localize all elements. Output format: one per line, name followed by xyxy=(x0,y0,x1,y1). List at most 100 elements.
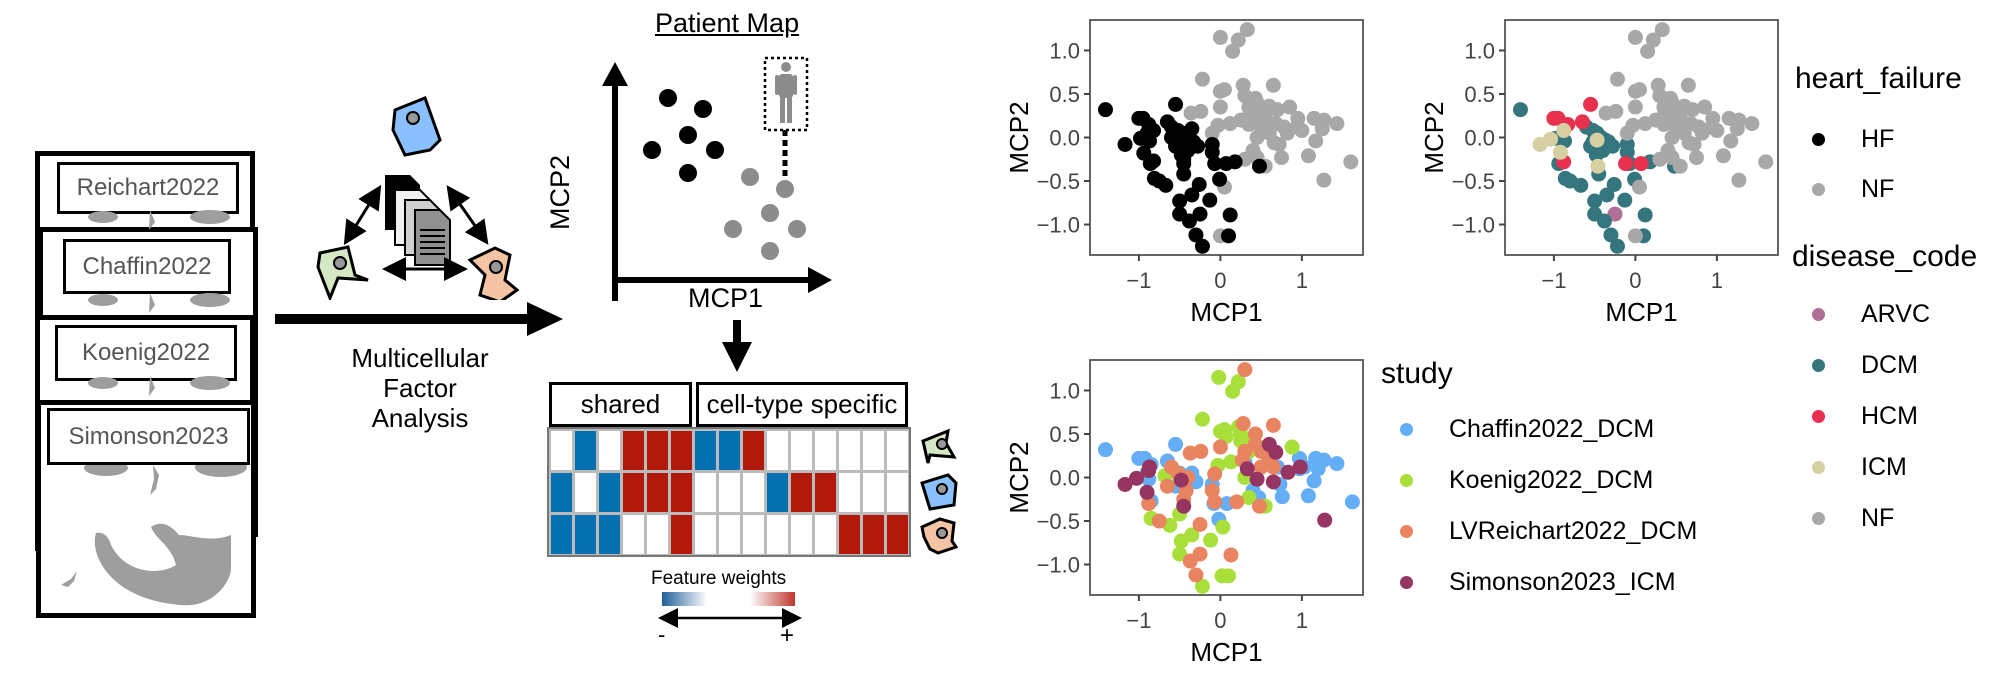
y-tick-label: 0.5 xyxy=(1464,82,1495,107)
heatmap-cell xyxy=(574,472,596,512)
data-point xyxy=(1588,147,1604,163)
y-tick-label: 1.0 xyxy=(1049,378,1080,403)
x-tick-label: 1 xyxy=(1296,268,1308,293)
feature-weights-colorbar xyxy=(658,592,802,628)
heatmap-cell xyxy=(886,514,908,554)
mofa-label-line: Factor xyxy=(383,373,457,403)
y-tick-label: −0.5 xyxy=(1037,509,1080,534)
data-point xyxy=(1292,459,1308,475)
data-point xyxy=(1204,483,1220,499)
data-point xyxy=(1282,99,1298,115)
data-point xyxy=(1253,459,1269,475)
data-point xyxy=(1173,472,1189,488)
data-point xyxy=(1146,153,1162,169)
legend-item: ICM xyxy=(1812,452,1907,482)
data-point xyxy=(1139,484,1155,500)
legend-item: Simonson2023_ICM xyxy=(1400,567,1676,597)
legend-dot-icon xyxy=(1400,524,1413,538)
data-point xyxy=(1141,496,1157,512)
y-tick-label: 0.5 xyxy=(1049,422,1080,447)
data-point xyxy=(1247,426,1263,442)
data-point xyxy=(1207,156,1223,172)
data-point xyxy=(1239,22,1255,38)
heatmap-cell xyxy=(742,472,764,512)
y-tick-label: 0.0 xyxy=(1049,466,1080,491)
data-point xyxy=(1117,136,1133,152)
heatmap-cell xyxy=(598,514,620,554)
positive-gradient xyxy=(750,592,795,606)
data-point xyxy=(1274,150,1290,166)
data-point xyxy=(1265,77,1281,93)
series-hf xyxy=(1097,96,1268,254)
heatmap-cell xyxy=(598,430,620,470)
blue-cell-icon xyxy=(920,473,958,511)
data-point xyxy=(1141,133,1157,149)
data-point xyxy=(1193,103,1209,119)
data-point xyxy=(1216,82,1232,98)
data-point xyxy=(1194,578,1210,594)
data-point xyxy=(1235,416,1251,432)
down-arrow xyxy=(722,320,752,372)
data-point xyxy=(1211,369,1227,385)
data-point xyxy=(1697,99,1713,115)
heatmap-cell xyxy=(646,472,668,512)
data-point xyxy=(1294,123,1310,139)
data-point xyxy=(1344,494,1360,510)
heatmap-cell xyxy=(766,472,788,512)
orange-cell-icon xyxy=(920,517,958,555)
series-icm xyxy=(1532,123,1606,174)
legend-dot-icon xyxy=(1400,422,1413,436)
scatter-heart-failure: −1 0 1 1.0 0.5 0.0 −0.5 −1.0 MCP1 MCP2 xyxy=(1004,19,1364,327)
heatmap-cell xyxy=(670,514,692,554)
data-point xyxy=(1317,512,1333,528)
legend-title: study xyxy=(1381,357,1453,390)
data-point xyxy=(1151,513,1167,529)
data-point xyxy=(1316,172,1332,188)
data-point xyxy=(1188,567,1204,583)
patient-map-ylabel: MCP2 xyxy=(545,154,575,230)
legend-item: Koenig2022_DCM xyxy=(1400,465,1653,495)
data-point xyxy=(1184,121,1200,137)
data-point xyxy=(1596,213,1612,229)
heatmap-cell xyxy=(766,430,788,470)
documents-icon xyxy=(385,175,451,266)
data-point xyxy=(1223,454,1239,470)
heatmap-cell xyxy=(718,472,740,512)
cell-type-specific-header-box: cell-type specific xyxy=(696,382,908,427)
legend-item: DCM xyxy=(1812,350,1918,380)
data-point xyxy=(1221,228,1237,244)
data-point xyxy=(1574,114,1590,130)
legend-item: NF xyxy=(1812,503,1894,533)
data-point xyxy=(1512,102,1528,118)
legend-item: HCM xyxy=(1812,401,1918,431)
data-point xyxy=(1225,383,1241,399)
x-tick-label: −1 xyxy=(1541,268,1566,293)
data-point xyxy=(1329,456,1345,472)
data-point xyxy=(1645,32,1661,48)
data-point xyxy=(1543,131,1559,147)
data-point xyxy=(1694,125,1710,141)
mofa-label: Multicellular Factor Analysis xyxy=(320,343,520,433)
series-simonson2023_icm xyxy=(1117,436,1333,528)
data-point xyxy=(1176,166,1192,182)
y-axis-title: MCP2 xyxy=(1004,441,1034,513)
data-point xyxy=(1192,206,1208,222)
data-point xyxy=(1314,121,1330,137)
heatmap-cell xyxy=(790,472,812,512)
data-point xyxy=(1664,95,1680,111)
data-point xyxy=(1227,154,1243,170)
data-point xyxy=(1117,476,1133,492)
legend-item: HF xyxy=(1812,124,1894,154)
y-tick-label: 0.0 xyxy=(1049,126,1080,151)
heatmap-cell xyxy=(838,514,860,554)
data-point xyxy=(1605,138,1621,154)
data-point xyxy=(1618,156,1634,172)
heatmap-cell xyxy=(694,430,716,470)
data-point xyxy=(1222,207,1238,223)
heatmap-cell xyxy=(622,430,644,470)
main-flow-arrow xyxy=(275,302,563,336)
y-tick-label: −1.0 xyxy=(1452,213,1495,238)
y-tick-label: 0.5 xyxy=(1049,82,1080,107)
heatmap-cell xyxy=(742,514,764,554)
data-point xyxy=(1212,29,1228,45)
